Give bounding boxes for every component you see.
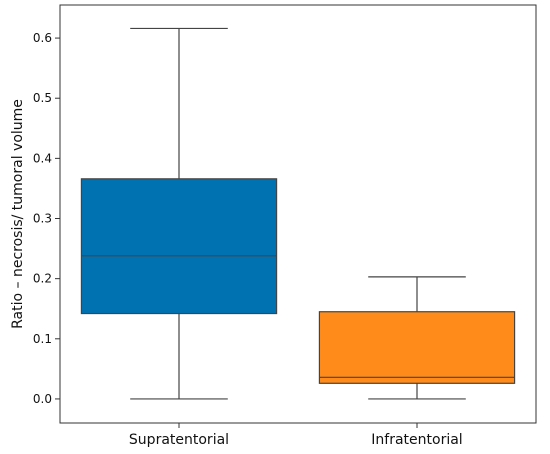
y-axis-title: Ratio – necrosis/ tumoral volume: [10, 99, 26, 329]
plot-frame: [59, 4, 537, 424]
y-tick-label: 0.6: [33, 31, 52, 45]
box-infratentorial: [318, 276, 516, 400]
y-tick-label: 0.1: [33, 332, 52, 346]
iqr-box: [80, 178, 278, 315]
y-tick-label: 0.2: [33, 272, 52, 286]
x-tick-label: Supratentorial: [129, 432, 229, 448]
y-tick-label: 0.3: [33, 212, 52, 226]
y-tick-label: 0.4: [33, 151, 52, 165]
iqr-box: [318, 311, 516, 384]
box-supratentorial: [80, 27, 278, 400]
x-tick-label: Infratentorial: [371, 432, 462, 448]
x-axis: Supratentorial Infratentorial: [129, 423, 463, 448]
boxes-layer: [80, 27, 516, 400]
y-axis: 0.0 0.1 0.2 0.3 0.4 0.5 0.6: [33, 31, 60, 406]
y-tick-label: 0.5: [33, 91, 52, 105]
y-tick-label: 0.0: [33, 392, 52, 406]
